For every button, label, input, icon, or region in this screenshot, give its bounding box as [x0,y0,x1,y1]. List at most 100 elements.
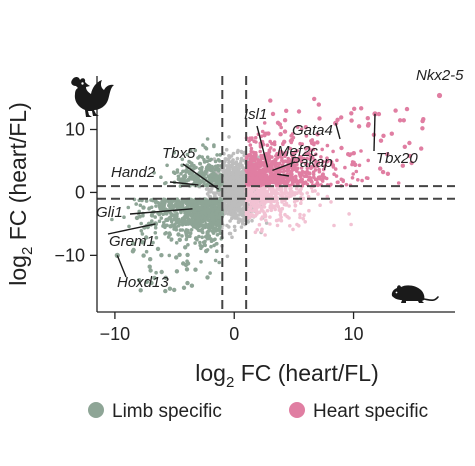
data-point [155,246,161,252]
data-point [321,160,325,164]
species-icons [71,77,439,303]
data-point [420,118,425,124]
data-point [315,140,320,145]
data-point [237,217,242,221]
data-point [215,233,220,237]
data-point [252,139,256,143]
data-point [409,160,414,166]
data-point [349,222,353,227]
data-point [201,223,206,229]
data-point [185,221,191,226]
data-point [278,212,283,217]
x-tick-label: 10 [344,324,364,344]
gene-point-pakap [274,171,280,177]
data-point [360,178,364,183]
data-point [224,147,229,152]
data-point [299,166,304,170]
data-point [245,154,249,158]
data-point [230,216,234,221]
data-point [402,144,407,149]
data-point [149,198,153,202]
data-point [204,201,208,205]
data-point [211,230,215,234]
data-point [308,148,313,152]
gene-label-nkx2-5: Nkx2-5 [416,67,464,84]
data-point [209,239,214,243]
data-point [346,152,351,157]
data-point [278,208,283,213]
data-point [179,172,183,176]
data-point [339,115,344,120]
data-point [227,201,232,206]
data-point [333,167,338,171]
data-point [139,221,143,226]
data-point [181,216,185,221]
data-point [185,280,190,286]
data-point [303,220,308,224]
data-point [273,179,278,183]
data-point [269,208,274,213]
data-point [253,180,258,185]
data-point [211,220,216,224]
data-point [302,156,306,161]
data-point [189,283,195,288]
data-point [156,201,161,205]
data-point [289,194,293,198]
data-point [254,212,259,216]
data-point [209,169,214,173]
data-point [169,237,174,241]
data-point [226,191,231,196]
data-point [298,141,302,146]
data-point [284,201,289,206]
data-point [225,254,230,259]
data-point [290,166,295,170]
data-point [235,156,240,161]
data-point [266,175,271,180]
data-point [164,231,168,235]
data-point [184,215,188,219]
data-point [259,180,263,185]
data-point [176,218,181,223]
data-point [153,231,158,235]
data-point [195,179,200,183]
data-point [264,221,269,225]
data-point [292,158,297,163]
data-point [312,175,316,179]
data-point [244,168,249,173]
data-point [202,160,207,164]
data-point [148,268,153,273]
data-point [263,233,267,237]
data-point [311,147,316,152]
data-point [273,157,278,163]
data-point [224,157,228,162]
data-point [110,217,114,222]
data-point [303,125,308,130]
data-point [349,111,354,116]
data-point [232,215,237,219]
data-point [242,153,246,158]
data-point [330,162,334,167]
data-point [344,182,349,187]
data-point [184,201,189,206]
data-point [190,174,194,178]
data-point [201,202,205,207]
data-point [353,162,358,167]
data-point [224,203,228,208]
data-point [194,165,198,170]
data-point [288,224,292,228]
data-point [315,161,321,166]
data-point [138,288,143,293]
gene-point-nkx2-5 [436,92,443,99]
data-point [254,190,258,195]
data-point [216,222,221,226]
data-point [270,111,276,117]
data-point [266,153,271,158]
data-point [291,182,295,186]
data-point [172,224,176,229]
data-point [165,223,169,228]
data-point [161,197,166,202]
callout-line-tbx20 [373,113,376,152]
callout-line-tbx5 [182,163,220,190]
data-point [352,106,357,112]
